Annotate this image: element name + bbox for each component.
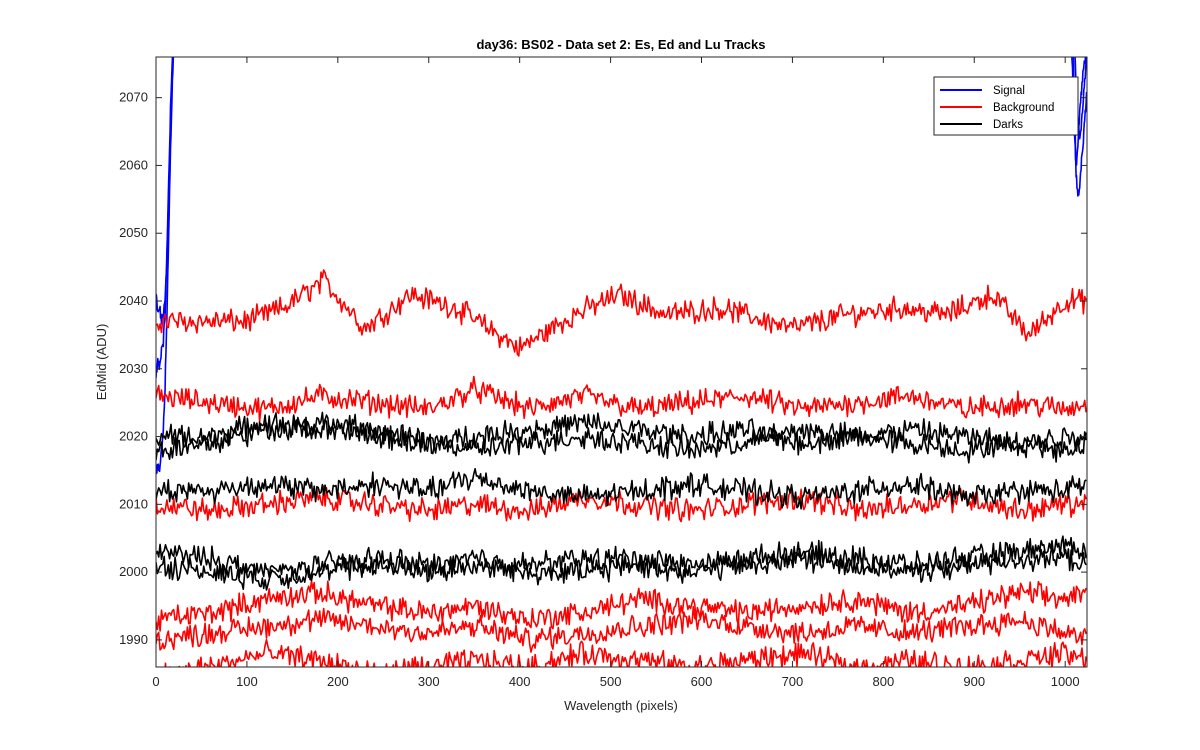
x-tick-label: 0: [152, 674, 159, 689]
y-tick-label: 2030: [119, 361, 148, 376]
x-tick-label: 800: [872, 674, 894, 689]
y-tick-label: 1990: [119, 632, 148, 647]
legend: Signal Background Darks: [933, 76, 1079, 136]
y-tick-label: 2000: [119, 564, 148, 579]
y-tick-label: 2010: [119, 496, 148, 511]
x-tick-label: 300: [418, 674, 440, 689]
y-tick-label: 2040: [119, 293, 148, 308]
series-line-background: [156, 485, 1087, 523]
x-tick-label: 500: [600, 674, 622, 689]
x-tick-label: 400: [509, 674, 531, 689]
series-line-darks: [156, 411, 1087, 464]
x-axis-label: Wavelength (pixels): [564, 698, 678, 713]
series-line-darks: [156, 467, 1087, 510]
x-tick-label: 1000: [1051, 674, 1080, 689]
x-tick-label: 600: [691, 674, 713, 689]
x-tick-label: 700: [782, 674, 804, 689]
legend-label-background: Background: [993, 102, 1054, 114]
series-line-darks: [156, 535, 1087, 581]
series-line-signal: [156, 57, 175, 475]
chart-title: day36: BS02 - Data set 2: Es, Ed and Lu …: [476, 37, 765, 52]
series-line-background: [164, 638, 1087, 667]
ticks-layer: 0 100 200 300 400 500 600 700 800 900 1000 1990 2000…: [119, 57, 1087, 689]
x-tick-label: 100: [236, 674, 258, 689]
series-line-background: [156, 605, 1087, 653]
x-tick-label: 200: [327, 674, 349, 689]
series-line-background: [156, 375, 1087, 423]
y-tick-label: 2060: [119, 157, 148, 172]
y-tick-label: 2050: [119, 225, 148, 240]
y-tick-label: 2070: [119, 90, 148, 105]
y-tick-label: 2020: [119, 429, 148, 444]
series-line-background: [156, 269, 1087, 357]
legend-label-darks: Darks: [993, 119, 1023, 131]
series-line-darks: [156, 412, 1087, 456]
y-axis-label: EdMid (ADU): [94, 324, 109, 401]
series-line-signal: [156, 57, 174, 378]
series-line-darks: [156, 543, 1087, 591]
series-line-background: [156, 579, 1087, 632]
x-tick-label: 900: [963, 674, 985, 689]
legend-label-signal: Signal: [993, 85, 1025, 97]
axes-box: [155, 56, 1088, 668]
series-layer: [156, 57, 1087, 667]
